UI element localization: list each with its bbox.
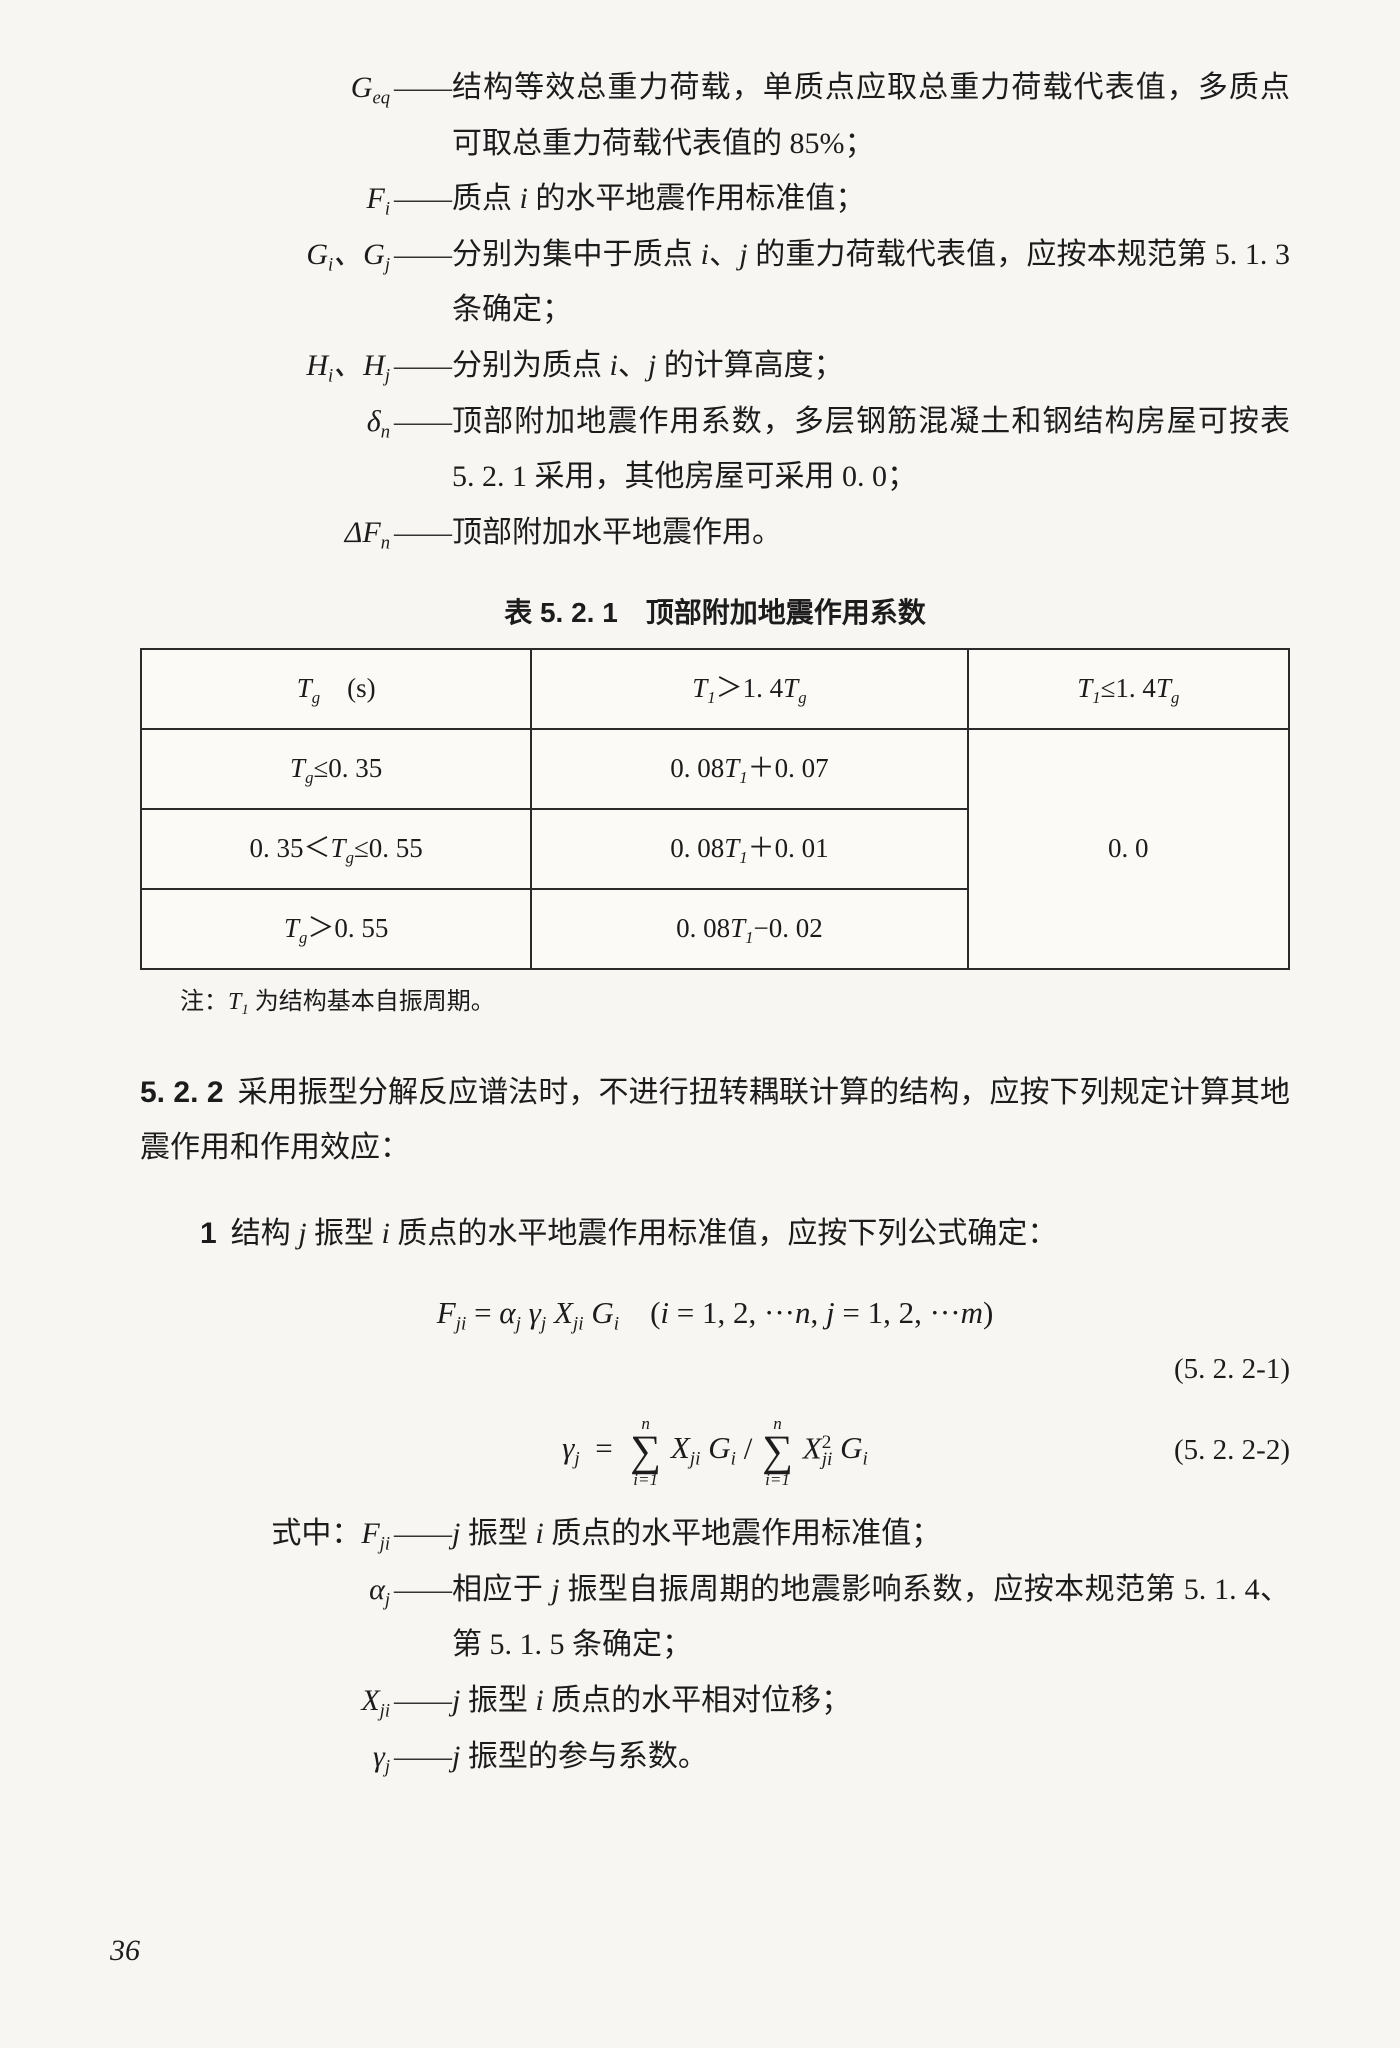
definition-row: γj——j 振型的参与系数。 [140,1729,1290,1785]
table-cell: 0. 08T1＋0. 01 [531,809,967,889]
definition-row: Fi——质点 i 的水平地震作用标准值； [140,171,1290,227]
equation-2: γj = n∑i=1 Xji Gi / n∑i=1 X2ji Gi (5. 2.… [140,1415,1290,1488]
table-header-cell: Tg (s) [141,649,531,729]
definition-description: 分别为集中于质点 i、j 的重力荷载代表值，应按本规范第 5. 1. 3 条确定… [452,227,1290,338]
definition-symbol: δn [140,394,394,450]
coefficient-table: Tg (s)T1＞1. 4TgT1≤1. 4Tg Tg≤0. 350. 08T1＋… [140,648,1290,970]
definitions-bottom: 式中：Fji——j 振型 i 质点的水平地震作用标准值；αj——相应于 j 振型… [140,1506,1290,1785]
equation-1: Fji = αj γj Xji Gi (i = 1, 2, ···n, j = … [140,1291,1290,1339]
definition-dash: —— [394,505,452,561]
table-cell-merged: 0. 0 [968,729,1289,969]
definition-row: Geq——结构等效总重力荷载，单质点应取总重力荷载代表值，多质点可取总重力荷载代… [140,60,1290,171]
definition-symbol: Fi [140,171,394,227]
table-cell: 0. 08T1＋0. 07 [531,729,967,809]
clause-1: 1结构 j 振型 i 质点的水平地震作用标准值，应按下列公式确定： [140,1206,1290,1262]
table-header-cell: T1＞1. 4Tg [531,649,967,729]
definition-description: 相应于 j 振型自振周期的地震影响系数，应按本规范第 5. 1. 4、第 5. … [452,1562,1290,1673]
definition-description: j 振型 i 质点的水平地震作用标准值； [452,1506,1290,1562]
definition-symbol: Hi、Hj [140,338,394,394]
definition-row: ΔFn——顶部附加水平地震作用。 [140,505,1290,561]
definition-description: 分别为质点 i、j 的计算高度； [452,338,1290,394]
definition-dash: —— [394,338,452,394]
section-5-2-2: 5. 2. 2采用振型分解反应谱法时，不进行扭转耦联计算的结构，应按下列规定计算… [140,1065,1290,1176]
definition-description: j 振型的参与系数。 [452,1729,1290,1785]
definition-row: 式中：Fji——j 振型 i 质点的水平地震作用标准值； [140,1506,1290,1562]
definition-dash: —— [394,394,452,450]
definition-description: 质点 i 的水平地震作用标准值； [452,171,1290,227]
clause-number: 1 [200,1217,231,1250]
definition-row: Xji——j 振型 i 质点的水平相对位移； [140,1673,1290,1729]
table-header-cell: T1≤1. 4Tg [968,649,1289,729]
table-cell: Tg≤0. 35 [141,729,531,809]
definition-description: 顶部附加地震作用系数，多层钢筋混凝土和钢结构房屋可按表 5. 2. 1 采用，其… [452,394,1290,505]
definition-dash: —— [394,1673,452,1729]
equation-2-body: γj = n∑i=1 Xji Gi / n∑i=1 X2ji Gi [140,1415,1290,1488]
definition-description: 顶部附加水平地震作用。 [452,505,1290,561]
definitions-top: Geq——结构等效总重力荷载，单质点应取总重力荷载代表值，多质点可取总重力荷载代… [140,60,1290,561]
table-cell: Tg＞0. 55 [141,889,531,969]
definition-symbol: 式中：Fji [140,1506,394,1562]
equation-1-number: (5. 2. 2-1) [140,1343,1290,1397]
definition-dash: —— [394,227,452,283]
definition-row: Hi、Hj——分别为质点 i、j 的计算高度； [140,338,1290,394]
page-number: 36 [110,1923,140,1979]
definition-dash: —— [394,60,452,116]
definition-row: αj——相应于 j 振型自振周期的地震影响系数，应按本规范第 5. 1. 4、第… [140,1562,1290,1673]
definition-description: 结构等效总重力荷载，单质点应取总重力荷载代表值，多质点可取总重力荷载代表值的 8… [452,60,1290,171]
definition-row: δn——顶部附加地震作用系数，多层钢筋混凝土和钢结构房屋可按表 5. 2. 1 … [140,394,1290,505]
equation-1-body: Fji = αj γj Xji Gi (i = 1, 2, ···n, j = … [140,1291,1290,1339]
table-note: 注：T1 为结构基本自振周期。 [180,980,1290,1025]
table-caption: 表 5. 2. 1 顶部附加地震作用系数 [140,587,1290,639]
section-number: 5. 2. 2 [140,1076,238,1109]
definition-description: j 振型 i 质点的水平相对位移； [452,1673,1290,1729]
definition-symbol: ΔFn [140,505,394,561]
definition-symbol: Xji [140,1673,394,1729]
definition-symbol: αj [140,1562,394,1618]
section-text: 采用振型分解反应谱法时，不进行扭转耦联计算的结构，应按下列规定计算其地震作用和作… [140,1076,1290,1165]
definition-dash: —— [394,1562,452,1618]
table-cell: 0. 35＜Tg≤0. 55 [141,809,531,889]
definition-dash: —— [394,1506,452,1562]
definition-dash: —— [394,171,452,227]
definition-symbol: γj [140,1729,394,1785]
equation-2-number: (5. 2. 2-2) [1174,1424,1290,1478]
definition-dash: —— [394,1729,452,1785]
definition-row: Gi、Gj——分别为集中于质点 i、j 的重力荷载代表值，应按本规范第 5. 1… [140,227,1290,338]
clause-text: 结构 j 振型 i 质点的水平地震作用标准值，应按下列公式确定： [231,1217,1058,1250]
definition-symbol: Gi、Gj [140,227,394,283]
table-cell: 0. 08T1−0. 02 [531,889,967,969]
definition-symbol: Geq [140,60,394,116]
page: Geq——结构等效总重力荷载，单质点应取总重力荷载代表值，多质点可取总重力荷载代… [0,0,1400,2048]
